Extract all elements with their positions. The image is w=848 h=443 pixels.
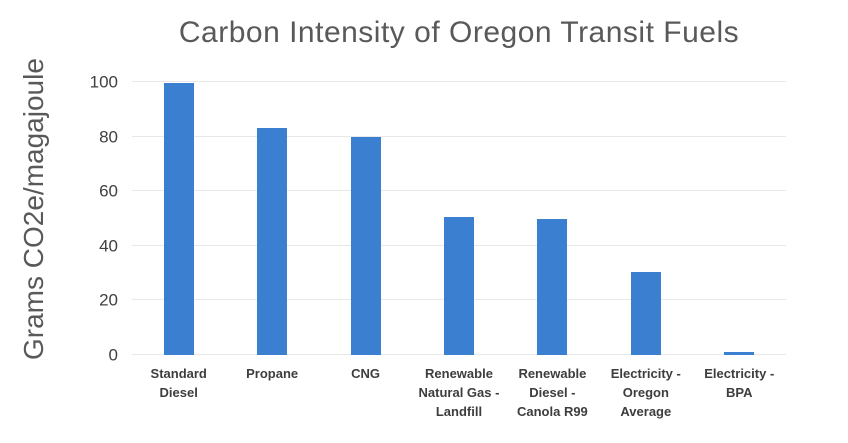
- gridline: [132, 190, 786, 192]
- gridline: [132, 81, 786, 82]
- y-axis-tick-label: 80: [99, 127, 118, 147]
- gridline: [132, 135, 786, 137]
- bar-slot: [412, 82, 505, 355]
- bar-slot: [599, 82, 692, 355]
- x-axis-label: Propane: [246, 366, 299, 381]
- x-axis-labels: Standard Diesel Propane CNG Renewable Natur…: [132, 364, 786, 421]
- bar-cng: [350, 136, 381, 355]
- plot-area: [132, 81, 786, 355]
- bar-electricity-bpa: [724, 352, 755, 355]
- x-axis-label: Renewable Diesel - Canola R99: [516, 366, 588, 419]
- bar-slot: [319, 82, 412, 355]
- bars: [132, 82, 786, 355]
- y-axis-tick-label: 0: [108, 345, 118, 365]
- bar-slot: [225, 82, 318, 355]
- bar-slot: [132, 82, 225, 355]
- x-axis-label: Renewable Natural Gas - Landfill: [418, 366, 500, 419]
- x-axis-label: Electricity - Oregon Average: [610, 366, 681, 419]
- bar-slot: [506, 82, 599, 355]
- chart-title: Carbon Intensity of Oregon Transit Fuels: [178, 16, 740, 49]
- bar-standard-diesel: [163, 83, 194, 355]
- y-axis-tick-label: 60: [99, 181, 118, 201]
- bar-slot: [693, 82, 786, 355]
- y-axis-ticks: 0 20 40 60 80 100: [0, 74, 118, 364]
- y-axis-tick-label: 20: [99, 290, 118, 310]
- y-axis-tick-label: 100: [89, 72, 118, 92]
- x-axis-label: Electricity - BPA: [704, 366, 775, 400]
- bar-renewable-diesel-canola-r99: [537, 218, 568, 355]
- x-axis-label: CNG: [351, 366, 380, 381]
- bar-renewable-natural-gas-landfill: [443, 217, 474, 355]
- y-axis-tick-label: 40: [99, 236, 118, 256]
- x-axis-label: Standard Diesel: [150, 366, 207, 400]
- bar-propane: [257, 128, 288, 355]
- bar-electricity-oregon-average: [630, 271, 661, 355]
